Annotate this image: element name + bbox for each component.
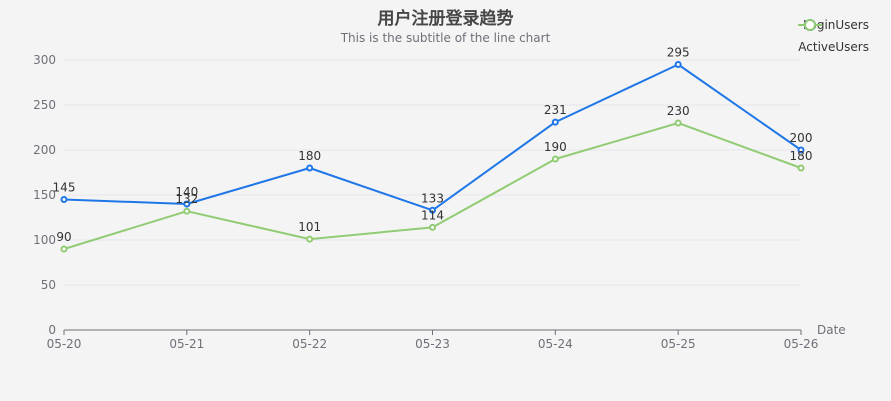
y-tick-label: 0 — [48, 323, 56, 337]
data-point-loginusers[interactable] — [60, 196, 68, 203]
data-point-loginusers[interactable] — [797, 146, 805, 154]
data-point-loginusers[interactable] — [429, 206, 436, 214]
legend: LoginUsers ActiveUsers — [798, 18, 869, 54]
y-tick-label: 200 — [33, 143, 56, 157]
data-label-activeusers: 90 — [56, 230, 71, 244]
x-axis-label: Date — [817, 323, 846, 337]
data-point-activeusers[interactable] — [674, 119, 682, 127]
x-tick-label: 05-23 — [415, 337, 450, 351]
data-point-activeusers[interactable] — [60, 245, 68, 253]
data-label-loginusers: 133 — [421, 191, 444, 205]
legend-label-loginusers: LoginUsers — [803, 18, 869, 32]
x-tick-label: 05-21 — [169, 337, 204, 351]
x-tick-label: 05-25 — [661, 337, 696, 351]
data-point-activeusers[interactable] — [797, 164, 805, 172]
data-label-activeusers: 230 — [667, 104, 690, 118]
data-label-loginusers: 200 — [790, 131, 813, 145]
data-label-loginusers: 145 — [53, 181, 76, 195]
data-point-loginusers[interactable] — [306, 164, 314, 172]
y-tick-label: 300 — [33, 53, 56, 67]
data-point-activeusers[interactable] — [429, 223, 436, 231]
data-label-loginusers: 140 — [175, 185, 198, 199]
data-point-activeusers[interactable] — [306, 235, 314, 243]
data-label-activeusers: 132 — [175, 192, 198, 206]
data-point-loginusers[interactable] — [674, 61, 682, 68]
x-tick-label: 05-20 — [47, 337, 82, 351]
legend-item-activeusers[interactable]: ActiveUsers — [798, 19, 869, 54]
x-tick-label: 05-24 — [538, 337, 573, 351]
data-label-activeusers: 114 — [421, 208, 444, 222]
data-label-activeusers: 190 — [544, 140, 567, 154]
data-label-activeusers: 101 — [298, 220, 321, 234]
data-point-loginusers[interactable] — [551, 118, 559, 126]
data-label-activeusers: 180 — [790, 149, 813, 163]
data-point-activeusers[interactable] — [183, 207, 191, 215]
legend-swatch-activeusers — [798, 19, 823, 31]
y-tick-label: 250 — [33, 98, 56, 112]
y-tick-label: 100 — [33, 233, 56, 247]
x-tick-label: 05-22 — [292, 337, 327, 351]
legend-label-activeusers: ActiveUsers — [798, 40, 869, 54]
data-label-loginusers: 295 — [667, 46, 690, 60]
x-tick-label: 05-26 — [784, 337, 819, 351]
data-label-loginusers: 231 — [544, 103, 567, 117]
data-point-loginusers[interactable] — [183, 200, 191, 208]
y-tick-label: 50 — [41, 278, 56, 292]
chart-title: 用户注册登录趋势 — [377, 9, 514, 29]
data-label-loginusers: 180 — [298, 149, 321, 163]
y-tick-label: 150 — [33, 188, 56, 202]
data-point-activeusers[interactable] — [551, 155, 559, 163]
chart-subtitle: This is the subtitle of the line chart — [340, 31, 551, 45]
